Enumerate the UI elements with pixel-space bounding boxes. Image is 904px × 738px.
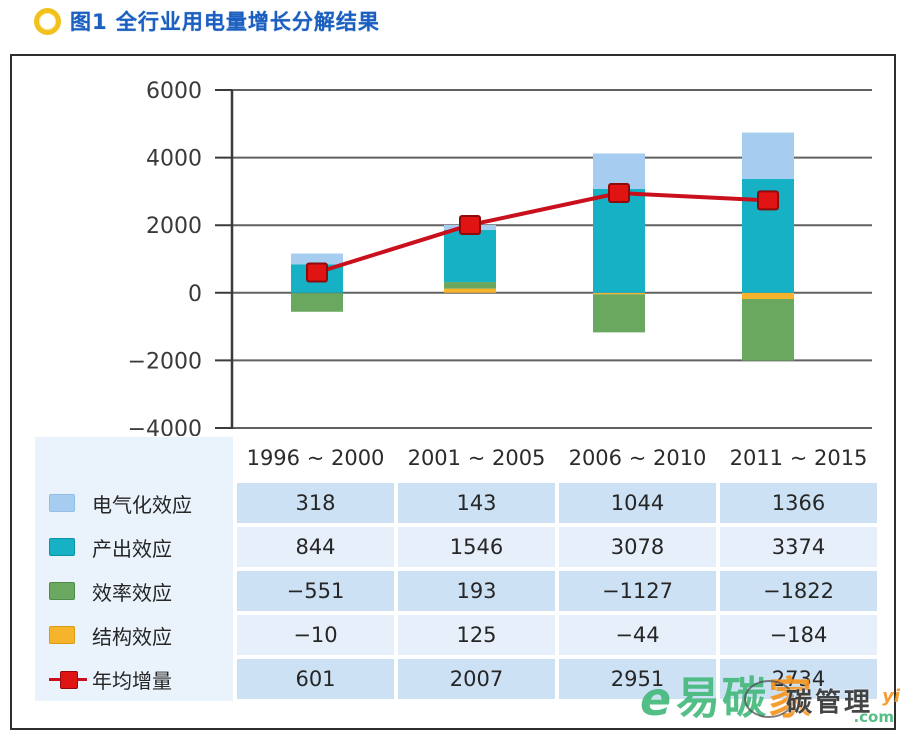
table-row-label-structure-effect: 结构效应 [35, 615, 233, 655]
y-axis-label: 6000 [146, 79, 202, 104]
table-value-efficiency-effect-p1: −551 [237, 571, 394, 611]
bar-segment-efficiency-effect [444, 282, 496, 289]
table-value-structure-effect-p3: −44 [559, 615, 716, 655]
table-value-electrification-effect-p1: 318 [237, 483, 394, 523]
figure-header: 图1 全行业用电量增长分解结果 [34, 6, 380, 36]
watermark-fragment-text: yi [882, 686, 900, 707]
table-value-annual-average-increment-p3: 2951 [559, 659, 716, 699]
table-row-label-electrification-effect: 电气化效应 [35, 483, 233, 523]
table-value-annual-average-increment-p4: 2734 [720, 659, 877, 699]
series-name: 电气化效应 [92, 492, 192, 517]
watermark-domain-suffix: .com [853, 708, 894, 726]
bar-segment-output-effect [593, 188, 645, 293]
y-axis-label: 4000 [146, 147, 202, 172]
y-axis-label: 2000 [146, 214, 202, 239]
table-label-column-background [35, 437, 233, 701]
bar-segment-efficiency-effect [291, 293, 343, 312]
table-value-structure-effect-p4: −184 [720, 615, 877, 655]
table-value-output-effect-p4: 3374 [720, 527, 877, 567]
table-value-electrification-effect-p3: 1044 [559, 483, 716, 523]
table-value-output-effect-p2: 1546 [398, 527, 555, 567]
y-axis-label: 0 [188, 282, 202, 307]
bar-segment-structure-effect [742, 292, 794, 300]
y-axis-label: −2000 [128, 349, 202, 374]
legend-line-marker-annual-average-increment [49, 670, 87, 689]
marker-annual-average-increment [608, 183, 630, 204]
figure-panel: 6000 4000 2000 0 −2000 −4000 1996 ~ 2000 2001 … [10, 54, 900, 730]
table-row-label-efficiency-effect: 效率效应 [35, 571, 233, 611]
table-row-label-output-effect: 产出效应 [35, 527, 233, 567]
table-corner-cell [35, 437, 233, 479]
bar-segment-electrification-effect [291, 253, 343, 265]
legend-swatch-electrification-effect [49, 494, 75, 512]
table-value-structure-effect-p2: 125 [398, 615, 555, 655]
bar-segment-electrification-effect [742, 132, 794, 179]
table-row-label-annual-average-increment: 年均增量 [35, 659, 233, 699]
series-name: 年均增量 [92, 668, 172, 693]
ring-icon [34, 7, 61, 35]
table-header-period-2: 2001 ~ 2005 [407, 446, 546, 470]
bar-segment-efficiency-effect [742, 299, 794, 361]
data-table: 1996 ~ 2000 2001 ~ 2005 2006 ~ 2010 2011 ~ … [35, 437, 877, 699]
marker-annual-average-increment [459, 214, 481, 235]
bar-segment-output-effect [444, 229, 496, 283]
legend-swatch-output-effect [49, 538, 75, 556]
bar-segment-efficiency-effect [593, 294, 645, 333]
marker-annual-average-increment [757, 190, 779, 211]
table-value-annual-average-increment-p2: 2007 [398, 659, 555, 699]
legend-swatch-structure-effect [49, 626, 75, 644]
table-value-efficiency-effect-p2: 193 [398, 571, 555, 611]
bar-segment-structure-effect [444, 288, 496, 293]
table-value-efficiency-effect-p3: −1127 [559, 571, 716, 611]
bar-segment-electrification-effect [593, 153, 645, 189]
table-value-annual-average-increment-p1: 601 [237, 659, 394, 699]
table-value-output-effect-p1: 844 [237, 527, 394, 567]
y-axis-label: −4000 [128, 417, 202, 436]
bar-segment-structure-effect [593, 292, 645, 295]
table-value-efficiency-effect-p4: −1822 [720, 571, 877, 611]
table-value-output-effect-p3: 3078 [559, 527, 716, 567]
stacked-bar-line-chart: 6000 4000 2000 0 −2000 −4000 [128, 79, 872, 436]
table-value-electrification-effect-p4: 1366 [720, 483, 877, 523]
marker-annual-average-increment [306, 262, 328, 283]
table-header-period-4: 2011 ~ 2015 [729, 446, 868, 470]
table-header-period-3: 2006 ~ 2010 [568, 446, 707, 470]
table-value-electrification-effect-p2: 143 [398, 483, 555, 523]
series-name: 结构效应 [92, 624, 172, 649]
table-header-period-1: 1996 ~ 2000 [246, 446, 385, 470]
line-annual-average-increment [316, 191, 769, 275]
figure-title: 图1 全行业用电量增长分解结果 [70, 10, 380, 34]
table-value-structure-effect-p1: −10 [237, 615, 394, 655]
series-name: 效率效应 [92, 580, 172, 605]
series-name: 产出效应 [92, 536, 172, 561]
legend-swatch-efficiency-effect [49, 582, 75, 600]
